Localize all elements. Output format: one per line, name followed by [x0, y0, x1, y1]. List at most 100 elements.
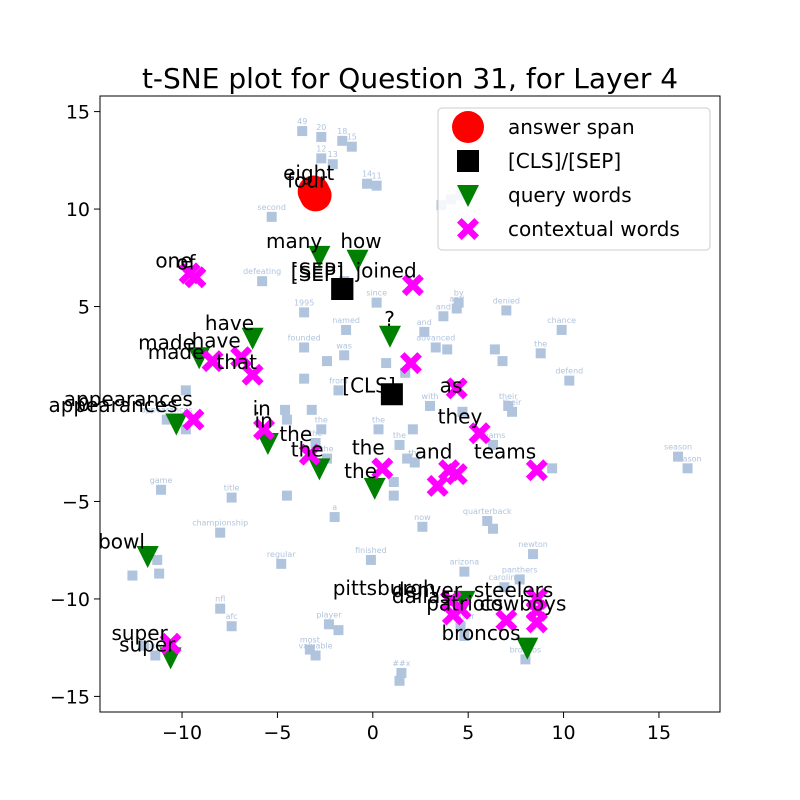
contextual-word-point [184, 266, 207, 289]
background-point-label: named [332, 316, 360, 325]
background-point-label: season [664, 443, 692, 452]
word-label: appearances [64, 387, 193, 411]
background-point [327, 159, 338, 170]
word-label: eight [283, 161, 334, 185]
background-point-label: advanced [416, 333, 455, 342]
background-point-label: the [408, 448, 421, 457]
word-label: joined [355, 258, 417, 282]
background-point [394, 675, 405, 686]
background-point [507, 406, 518, 417]
background-point-label: bowl [146, 641, 165, 650]
background-point [257, 276, 268, 287]
background-point [547, 463, 558, 474]
background-point [407, 424, 418, 435]
y-tick-label: −10 [50, 589, 90, 611]
background-point [266, 211, 277, 222]
background-point [520, 654, 531, 665]
contextual-word-point [298, 443, 321, 466]
background-point [226, 621, 237, 632]
background-point-label: the [393, 431, 406, 440]
background-point-label: defend [555, 367, 583, 376]
background-point [455, 621, 466, 632]
background-point [682, 463, 693, 474]
y-tick-label: 0 [78, 394, 90, 416]
background-point-label: the [309, 429, 322, 438]
background-point [310, 650, 321, 661]
background-point [556, 324, 567, 335]
background-point [535, 348, 546, 359]
background-point-label: most [300, 636, 320, 645]
background-point [322, 356, 333, 367]
background-point [365, 554, 376, 565]
background-point [417, 521, 428, 532]
legend-label: [CLS]/[SEP] [508, 149, 621, 173]
background-point-label: chance [547, 316, 576, 325]
background-point [489, 344, 500, 355]
contextual-word-point [495, 609, 518, 632]
background-point [438, 311, 449, 322]
background-point-label: was [336, 341, 352, 350]
background-point [487, 439, 498, 450]
axes-layer: −10 −5 0 5 10 15 −15 −10 −5 0 5 10 15 [50, 102, 671, 744]
background-point-label: and [436, 302, 451, 311]
background-point [333, 625, 344, 636]
background-point-label: season [674, 454, 702, 463]
contextual-word-point [445, 463, 468, 486]
background-point [226, 492, 237, 503]
background-point [150, 650, 161, 661]
contextual-word-point [230, 346, 253, 369]
word-label: have [192, 328, 241, 352]
background-point [514, 574, 525, 585]
background-point [333, 385, 344, 396]
background-point-label: quarterback [463, 507, 512, 516]
background-point-label: now [414, 513, 431, 522]
contextual-word-point [525, 459, 548, 482]
legend: answer span [CLS]/[SEP] query words context… [437, 107, 711, 251]
word-label: pittsburgh [333, 576, 436, 600]
background-point [316, 424, 327, 435]
background-point-label: afc [226, 612, 238, 621]
background-point [154, 568, 165, 579]
word-label: [CLS] [342, 373, 395, 397]
background-point [281, 490, 292, 501]
background-point [316, 131, 327, 142]
query-word-point [346, 249, 369, 272]
word-label: teams [474, 440, 536, 464]
background-point-label: appearances [141, 406, 193, 415]
background-point-label: and [449, 294, 464, 303]
background-point [388, 490, 399, 501]
background-point-label: teams [481, 431, 506, 440]
background-point [297, 126, 308, 137]
background-point-label: their [499, 392, 518, 401]
background-point [394, 439, 405, 450]
legend-label: answer span [508, 115, 635, 139]
y-tick-label: 10 [66, 199, 90, 221]
word-label: as [440, 373, 463, 397]
background-point [299, 307, 310, 318]
background-point [362, 178, 373, 189]
word-label: broncos [441, 621, 520, 645]
background-point-label: denied [493, 296, 520, 305]
word-label: of [176, 250, 196, 274]
answer-span-point [299, 179, 332, 212]
contextual-word-point [182, 408, 205, 431]
background-point-label: by [454, 289, 464, 298]
background-point [564, 375, 575, 386]
legend-box [437, 107, 711, 251]
background-point-label: the [534, 339, 547, 348]
background-point-label: valuable [299, 641, 333, 650]
background-point [276, 558, 287, 569]
y-tick-label: −5 [62, 491, 90, 513]
word-label: and [415, 440, 453, 464]
background-point [138, 640, 149, 651]
background-point-label: with [422, 392, 439, 401]
contextual-word-point [159, 632, 182, 655]
background-point [430, 342, 441, 353]
background-point [459, 630, 470, 641]
contextual-word-point [371, 457, 394, 480]
background-point-label: second [257, 203, 286, 212]
word-label: appearances [48, 393, 177, 417]
legend-marker-answer-span [452, 111, 484, 143]
